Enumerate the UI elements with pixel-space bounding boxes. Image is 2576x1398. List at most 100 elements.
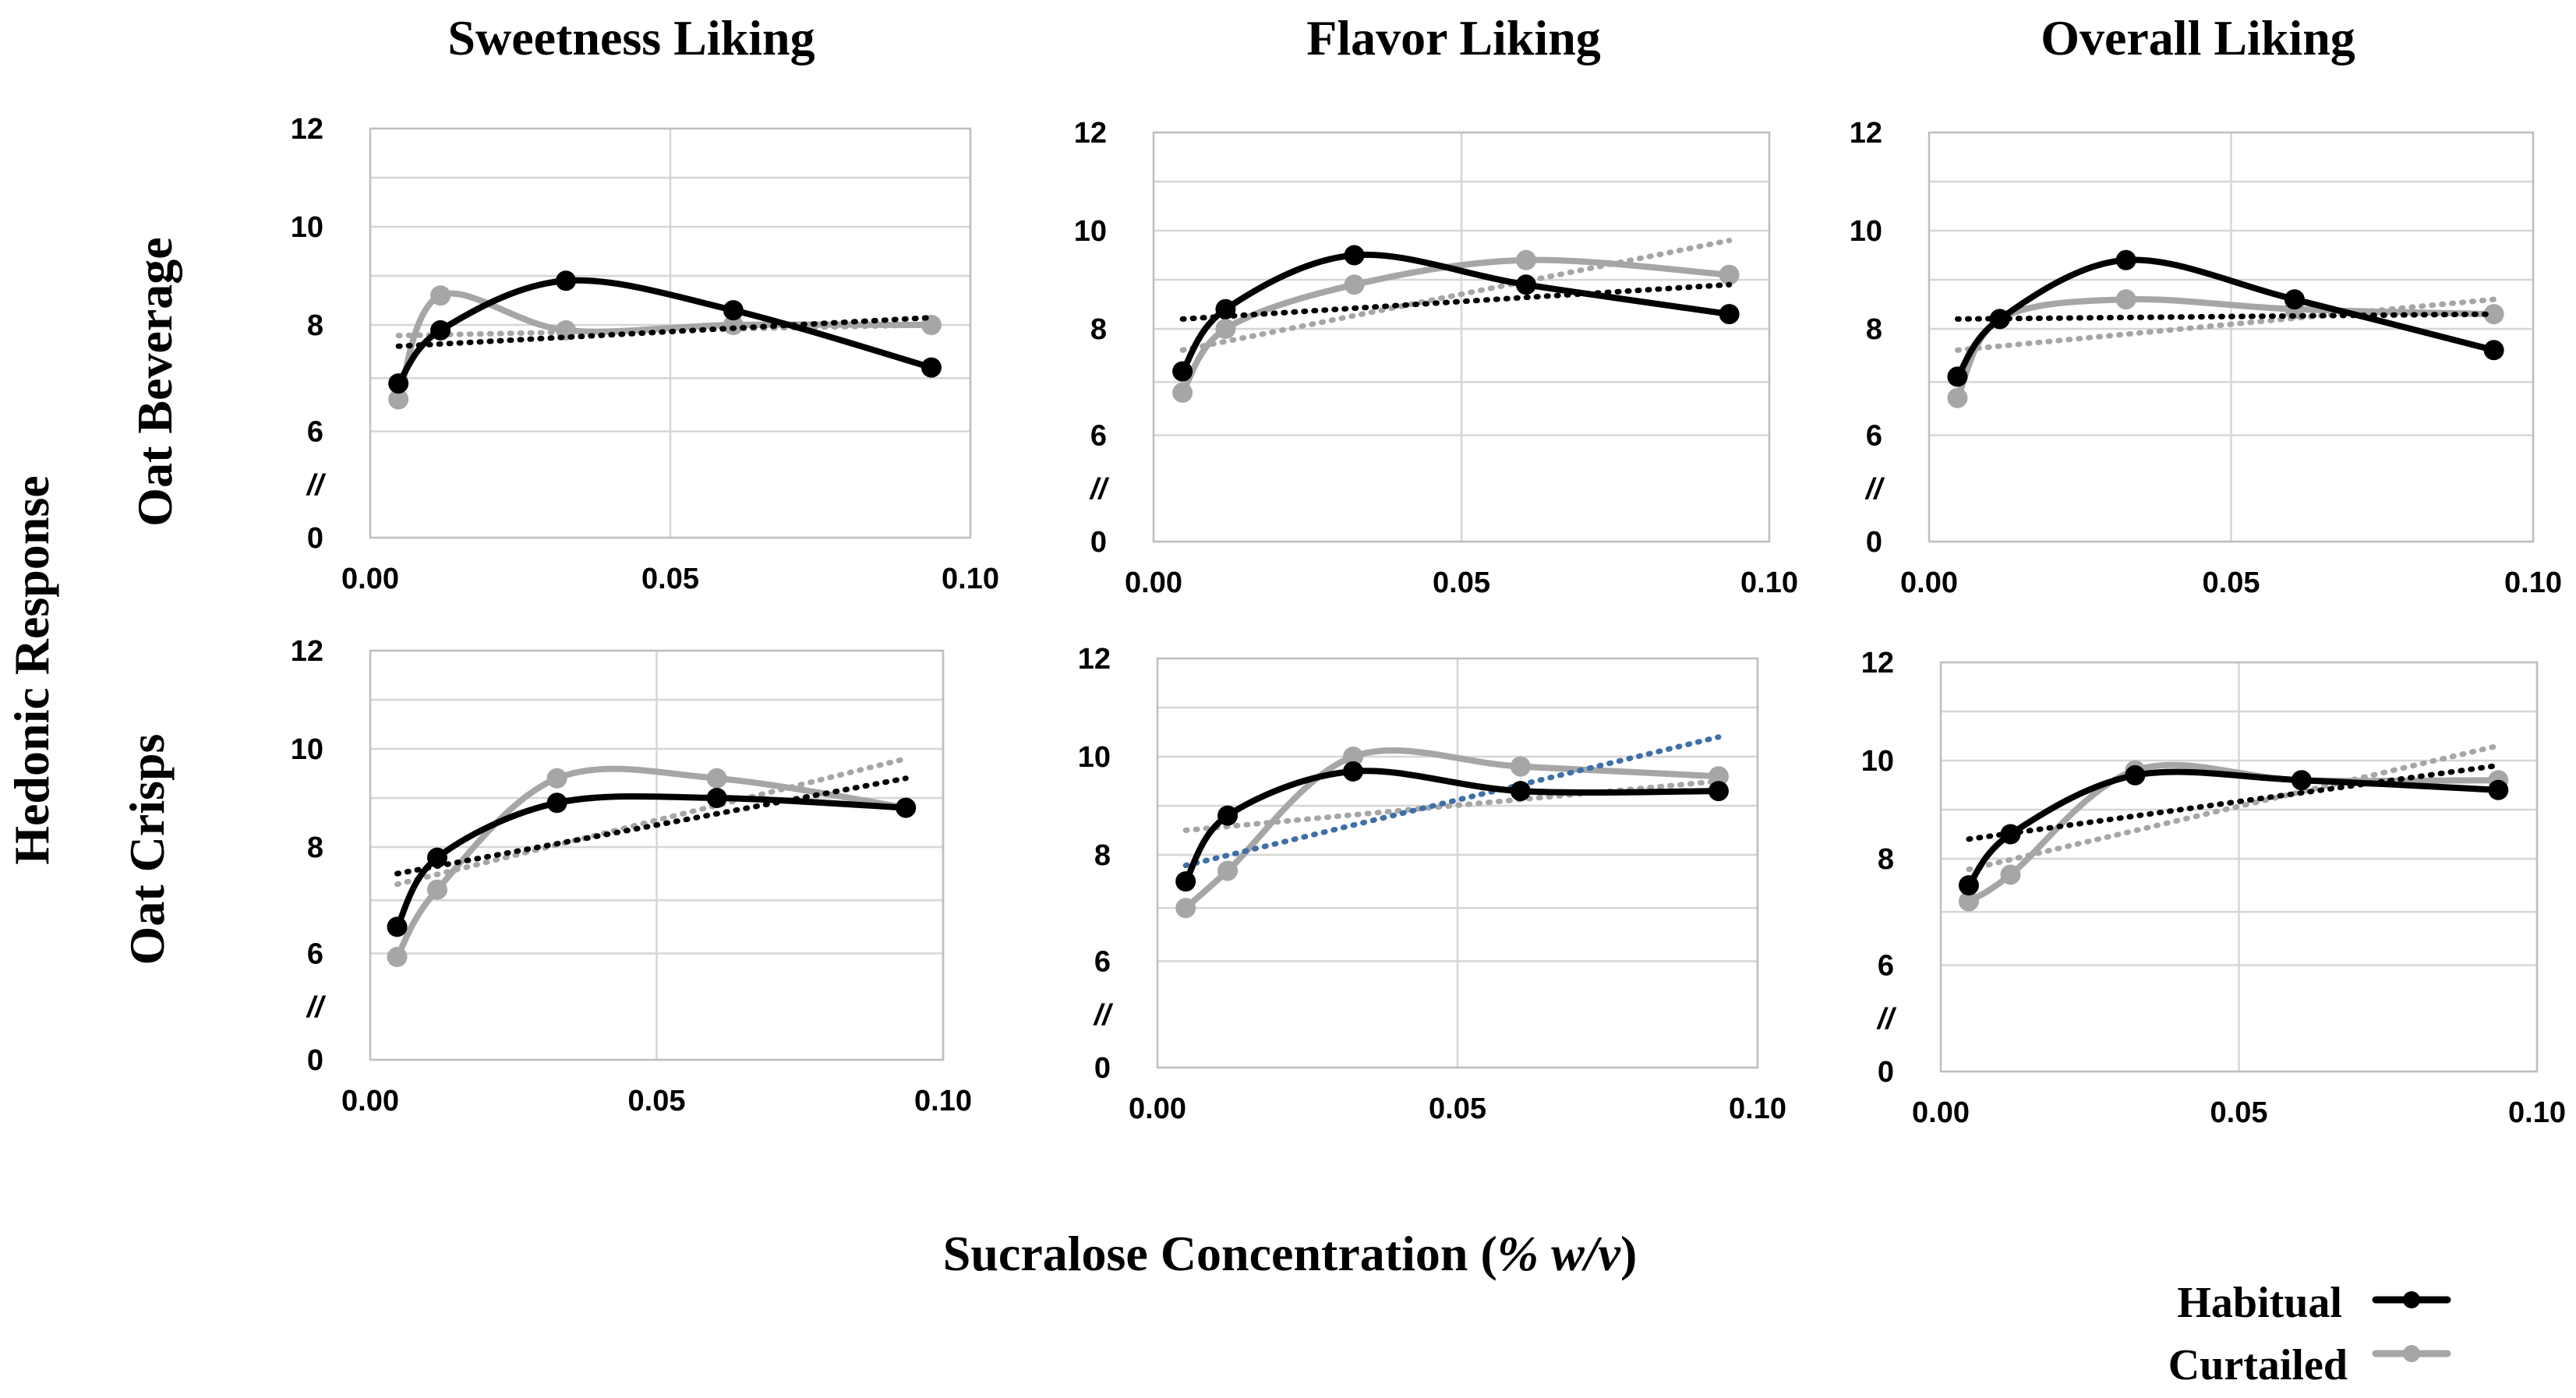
y-tick-label: 0	[1878, 1056, 1894, 1089]
point-curtailed	[388, 389, 409, 410]
point-habitual	[388, 373, 409, 394]
point-curtailed	[1947, 387, 1968, 408]
trendline-curtailed	[1966, 743, 2501, 873]
axis-break-marker: //	[1089, 473, 1110, 506]
y-tick-label: 8	[1090, 313, 1107, 346]
plot-frame	[369, 649, 945, 1061]
point-habitual	[1989, 309, 2010, 330]
point-habitual	[426, 847, 447, 868]
x-tick-label: 0.05	[2203, 567, 2260, 599]
y-tick-label: 0	[1090, 526, 1107, 559]
trendline-habitual	[1954, 311, 2497, 322]
y-tick-label: 12	[1850, 117, 1882, 150]
plot-frame	[1156, 657, 1759, 1069]
y-tick-label: 8	[1094, 839, 1111, 872]
panel-2: 0 6 8 10 12 // 0.00 0.05 0.10	[1074, 117, 1798, 599]
point-curtailed	[1343, 747, 1364, 767]
y-tick-label: 10	[291, 733, 323, 766]
axis-break-marker: //	[1876, 1003, 1897, 1036]
x-tick-label: 0.00	[341, 563, 399, 595]
y-tick-label: 12	[1078, 643, 1111, 676]
panel-4: 0 6 8 10 12 // 0.00 0.05 0.10	[291, 635, 972, 1117]
point-habitual	[2000, 824, 2021, 845]
series-line-curtailed	[394, 765, 910, 961]
x-tick-label: 0.10	[1740, 567, 1798, 599]
panel-1: 0 6 8 10 12 // 0.00 0.05 0.10	[291, 113, 999, 595]
y-tick-label: 10	[1078, 741, 1111, 774]
point-curtailed	[1175, 898, 1196, 919]
point-curtailed	[1719, 264, 1740, 285]
trendline-curtailed	[1179, 238, 1733, 353]
y-tick-label: 8	[1878, 843, 1894, 876]
y-tick-label: 10	[1861, 745, 1894, 778]
series-line-habitual	[394, 793, 910, 930]
trendline-curtailed	[394, 756, 909, 888]
y-tick-label: 8	[307, 309, 323, 342]
x-tick-label: 0.05	[628, 1085, 686, 1117]
col-title-2: Flavor Liking	[1306, 10, 1601, 65]
x-tick-label: 0.00	[1900, 567, 1958, 599]
col-title-3: Overall Liking	[2041, 10, 2355, 65]
point-curtailed	[706, 768, 727, 789]
y-axis-label: Hedonic Response	[4, 475, 59, 865]
point-habitual	[1215, 298, 1236, 319]
x-tick-label: 0.10	[914, 1085, 972, 1117]
point-habitual	[2488, 779, 2509, 800]
trendline-habitual	[1966, 762, 2501, 842]
point-habitual	[2291, 770, 2312, 791]
x-tick-label: 0.05	[641, 563, 699, 595]
plot-frame	[369, 127, 972, 539]
x-tick-label: 0.05	[2210, 1096, 2268, 1129]
point-habitual	[723, 300, 744, 321]
y-tick-label: 0	[307, 1044, 323, 1077]
point-curtailed	[546, 768, 567, 789]
panel-3: 0 6 8 10 12 // 0.00 0.05 0.10	[1850, 117, 2562, 599]
point-habitual	[921, 357, 942, 378]
y-tick-label: 12	[291, 113, 323, 146]
point-habitual	[1343, 761, 1364, 782]
y-tick-label: 10	[1074, 215, 1107, 248]
trendline-habitual	[1182, 734, 1722, 869]
legend: Habitual Curtailed	[2168, 1279, 2451, 1389]
point-habitual	[2483, 340, 2504, 361]
point-curtailed	[426, 879, 447, 900]
point-habitual	[896, 797, 917, 818]
point-curtailed	[387, 947, 408, 968]
x-tick-label: 0.00	[341, 1085, 399, 1117]
y-tick-label: 6	[1094, 946, 1111, 979]
y-tick-label: 0	[1094, 1052, 1111, 1085]
y-tick-label: 6	[1090, 420, 1107, 453]
x-tick-label: 0.05	[1433, 567, 1490, 599]
axis-break-marker: //	[306, 469, 327, 502]
point-habitual	[430, 319, 451, 341]
x-axis-label-main: Sucralose Concentration (	[943, 1226, 1497, 1281]
trendline-habitual	[1179, 281, 1733, 322]
point-habitual	[1708, 781, 1729, 802]
row-title-2: Oat Crisps	[119, 734, 175, 966]
x-axis-label-close: )	[1620, 1226, 1637, 1281]
legend-marker-habitual	[2403, 1291, 2420, 1308]
x-tick-label: 0.10	[942, 563, 999, 595]
y-tick-label: 6	[1866, 420, 1882, 453]
point-habitual	[546, 793, 567, 814]
x-tick-label: 0.05	[1429, 1093, 1486, 1125]
x-tick-label: 0.00	[1912, 1096, 1970, 1129]
x-tick-label: 0.10	[2508, 1096, 2566, 1129]
col-title-1: Sweetness Liking	[447, 10, 814, 65]
y-tick-label: 6	[307, 938, 323, 971]
point-habitual	[1344, 245, 1365, 266]
point-curtailed	[723, 315, 744, 335]
point-habitual	[2284, 289, 2305, 310]
x-tick-label: 0.10	[2504, 567, 2562, 599]
point-curtailed	[1215, 319, 1236, 339]
x-axis-label-units: % w/v	[1497, 1226, 1621, 1281]
x-tick-label: 0.00	[1125, 567, 1182, 599]
point-curtailed	[1344, 274, 1365, 295]
y-tick-label: 10	[291, 211, 323, 244]
series-line-curtailed	[1179, 256, 1733, 396]
series-line-curtailed	[1182, 747, 1722, 912]
point-curtailed	[1172, 382, 1193, 403]
point-habitual	[2115, 249, 2136, 270]
row-title-1: Oat Beverage	[127, 237, 182, 526]
